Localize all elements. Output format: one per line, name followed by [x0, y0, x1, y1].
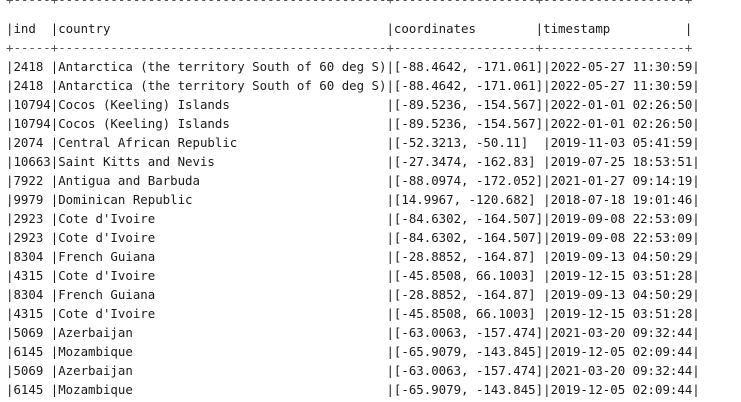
table-row: |5069 |Azerbaijan |[-63.0063, -157.474]|… — [6, 363, 700, 378]
table-header-separator: +-----+---------------------------------… — [6, 40, 693, 55]
table-row: |7922 |Antigua and Barbuda |[-88.0974, -… — [6, 173, 700, 188]
table-row: |2923 |Cote d'Ivoire |[-84.6302, -164.50… — [6, 230, 700, 245]
table-row: |4315 |Cote d'Ivoire |[-45.8508, 66.1003… — [6, 306, 700, 321]
table-row: |2074 |Central African Republic |[-52.32… — [6, 135, 700, 150]
table-row: |6145 |Mozambique |[-65.9079, -143.845]|… — [6, 344, 700, 359]
table-row: |6145 |Mozambique |[-65.9079, -143.845]|… — [6, 382, 700, 397]
table-header-row: |ind |country |coordinates |timestamp | — [6, 21, 693, 36]
table-row: |8304 |French Guiana |[-28.8852, -164.87… — [6, 287, 700, 302]
table-row: |5069 |Azerbaijan |[-63.0063, -157.474]|… — [6, 325, 700, 340]
table-row: |4315 |Cote d'Ivoire |[-45.8508, 66.1003… — [6, 268, 700, 283]
table-row: |9979 |Dominican Republic |[14.9967, -12… — [6, 192, 700, 207]
table-row: |2923 |Cote d'Ivoire |[-84.6302, -164.50… — [6, 211, 700, 226]
table-row: |10794|Cocos (Keeling) Islands |[-89.523… — [6, 97, 700, 112]
table-row: |10794|Cocos (Keeling) Islands |[-89.523… — [6, 116, 700, 131]
table-row: |10663|Saint Kitts and Nevis |[-27.3474,… — [6, 154, 700, 169]
table-row: |8304 |French Guiana |[-28.8852, -164.87… — [6, 249, 700, 264]
table-top-border: +-----+---------------------------------… — [6, 0, 692, 9]
table-row: |2418 |Antarctica (the territory South o… — [6, 78, 700, 93]
table-row: |2418 |Antarctica (the territory South o… — [6, 59, 700, 74]
